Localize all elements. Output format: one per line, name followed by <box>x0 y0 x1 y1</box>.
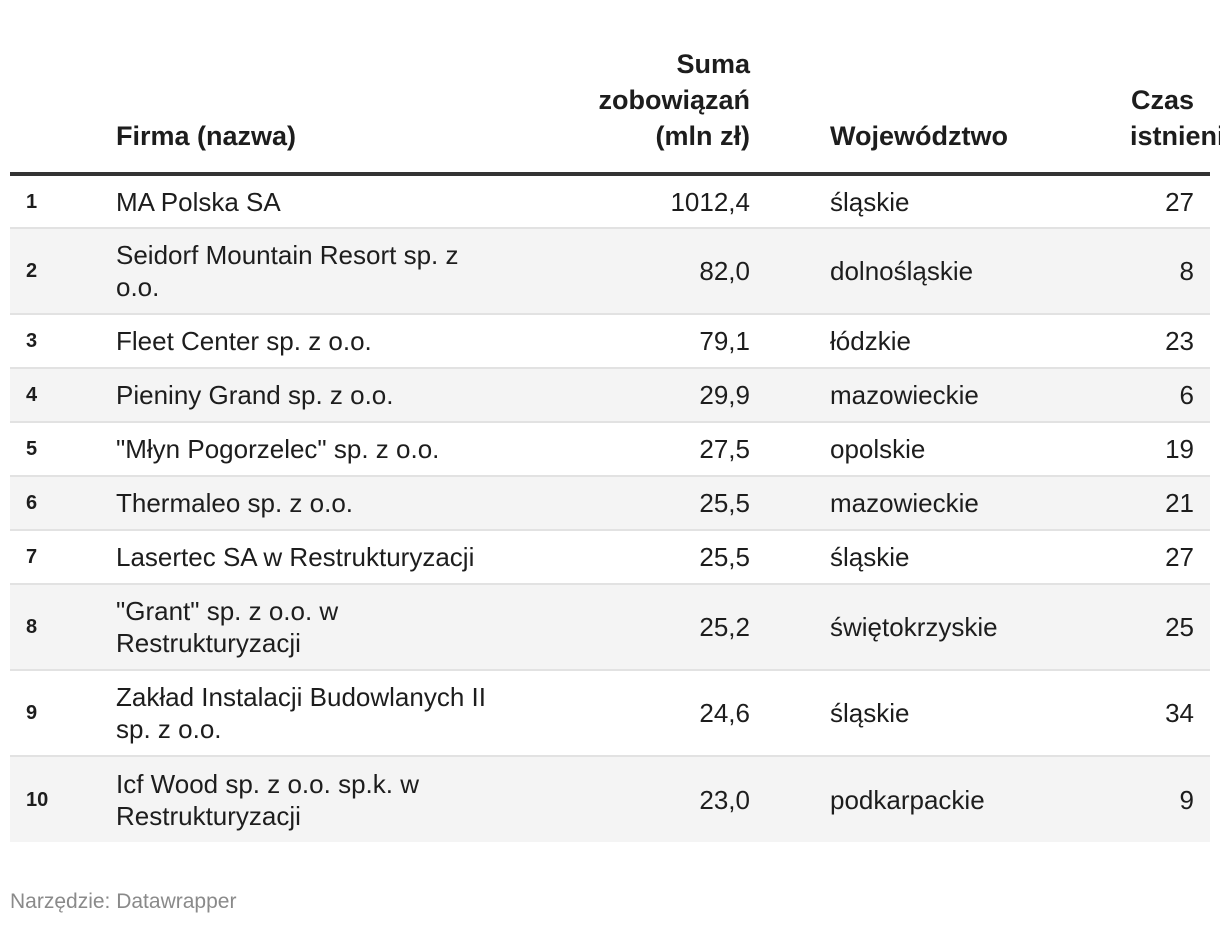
cell-spacer <box>766 174 830 229</box>
cell-name: Icf Wood sp. z o.o. sp.k. w Restrukturyz… <box>116 768 419 831</box>
cell-voivodeship: świętokrzyskie <box>830 584 1060 671</box>
cell-spacer <box>766 476 830 531</box>
cell-name: "Młyn Pogorzelec" sp. z o.o. <box>116 422 526 477</box>
table-row: 3 Fleet Center sp. z o.o. 79,1 łódzkie 23 <box>10 314 1210 369</box>
table-row: 1 MA Polska SA 1012,4 śląskie 27 <box>10 174 1210 229</box>
cell-debt: 79,1 <box>526 314 766 369</box>
header-age: Czas istnienia <box>1060 40 1220 176</box>
cell-debt: 82,0 <box>526 228 766 315</box>
cell-name: Fleet Center sp. z o.o. <box>116 314 526 369</box>
header-voivodeship: Województwo <box>830 40 1060 176</box>
cell-name: "Grant" sp. z o.o. w Restrukturyzacji <box>116 584 526 671</box>
table-row: 6 Thermaleo sp. z o.o. 25,5 mazowieckie 21 <box>10 476 1210 531</box>
header-spacer <box>766 40 830 176</box>
cell-name: Seidorf Mountain Resort sp. z o.o. <box>116 228 526 315</box>
table-row: 10 Icf Wood sp. z o.o. sp.k. w Restruktur… <box>10 756 1210 842</box>
cell-rank: 10 <box>26 788 49 811</box>
cell-age: 27 <box>1060 530 1210 585</box>
cell-rank: 5 <box>10 422 116 477</box>
cell-voivodeship: mazowieckie <box>830 368 1060 423</box>
cell-voivodeship: śląskie <box>830 530 1060 585</box>
cell-rank: 8 <box>10 584 116 671</box>
table-row: 8 "Grant" sp. z o.o. w Restrukturyzacji 25… <box>10 584 1210 671</box>
cell-age: 8 <box>1060 228 1210 315</box>
cell-spacer <box>766 228 830 315</box>
cell-age: 23 <box>1060 314 1210 369</box>
cell-debt: 27,5 <box>526 422 766 477</box>
cell-name: Pieniny Grand sp. z o.o. <box>116 368 526 423</box>
cell-spacer <box>766 530 830 585</box>
cell-rank: 7 <box>10 530 116 585</box>
header-name: Firma (nazwa) <box>116 40 526 176</box>
cell-spacer <box>766 422 830 477</box>
cell-debt: 29,9 <box>526 368 766 423</box>
cell-name: Lasertec SA w Restrukturyzacji <box>116 530 526 585</box>
table-row: 7 Lasertec SA w Restrukturyzacji 25,5 śląsk… <box>10 530 1210 585</box>
cell-age: 34 <box>1060 670 1210 757</box>
cell-name: Zakład Instalacji Budowlanych II sp. z o… <box>116 670 526 757</box>
data-table-container: Firma (nazwa) Suma zobowiązań (mln zł) W… <box>10 40 1220 842</box>
table-body: 1 MA Polska SA 1012,4 śląskie 27 2 Seidorf Mou… <box>10 174 1210 842</box>
table-header-row: Firma (nazwa) Suma zobowiązań (mln zł) W… <box>10 40 1220 176</box>
table-row: 5 "Młyn Pogorzelec" sp. z o.o. 27,5 opolski… <box>10 422 1210 477</box>
header-rank <box>10 40 116 176</box>
cell-age: 6 <box>1060 368 1210 423</box>
cell-debt: 25,5 <box>526 476 766 531</box>
cell-age: 21 <box>1060 476 1210 531</box>
cell-voivodeship: śląskie <box>830 174 1060 229</box>
cell-debt: 25,5 <box>526 530 766 585</box>
table-row: 4 Pieniny Grand sp. z o.o. 29,9 mazowieckie… <box>10 368 1210 423</box>
header-debt: Suma zobowiązań (mln zł) <box>526 40 766 176</box>
cell-age: 19 <box>1060 422 1210 477</box>
cell-rank: 6 <box>10 476 116 531</box>
cell-name: MA Polska SA <box>116 174 526 229</box>
cell-debt: 1012,4 <box>526 174 766 229</box>
cell-spacer <box>766 756 830 842</box>
cell-spacer <box>766 368 830 423</box>
cell-name: Thermaleo sp. z o.o. <box>116 476 526 531</box>
table-row: 2 Seidorf Mountain Resort sp. z o.o. 82,0 d… <box>10 228 1210 315</box>
cell-voivodeship: podkarpackie <box>830 784 985 815</box>
cell-rank: 4 <box>10 368 116 423</box>
cell-spacer <box>766 670 830 757</box>
table-row: 9 Zakład Instalacji Budowlanych II sp. z … <box>10 670 1210 757</box>
cell-spacer <box>766 584 830 671</box>
cell-voivodeship: opolskie <box>830 422 1060 477</box>
data-table: Firma (nazwa) Suma zobowiązań (mln zł) W… <box>10 40 1220 842</box>
cell-voivodeship: dolnośląskie <box>830 228 1060 315</box>
cell-spacer <box>766 314 830 369</box>
cell-voivodeship: mazowieckie <box>830 476 1060 531</box>
cell-age: 27 <box>1060 174 1210 229</box>
cell-rank: 2 <box>10 228 116 315</box>
cell-age: 25 <box>1060 584 1210 671</box>
cell-voivodeship: śląskie <box>830 670 1060 757</box>
cell-debt: 24,6 <box>526 670 766 757</box>
source-footer: Narzędzie: Datawrapper <box>10 890 237 913</box>
cell-rank: 3 <box>10 314 116 369</box>
cell-voivodeship: łódzkie <box>830 314 1060 369</box>
cell-age: 9 <box>1179 784 1194 815</box>
cell-rank: 1 <box>10 174 116 229</box>
cell-debt: 23,0 <box>699 784 750 815</box>
cell-debt: 25,2 <box>526 584 766 671</box>
cell-rank: 9 <box>10 670 116 757</box>
